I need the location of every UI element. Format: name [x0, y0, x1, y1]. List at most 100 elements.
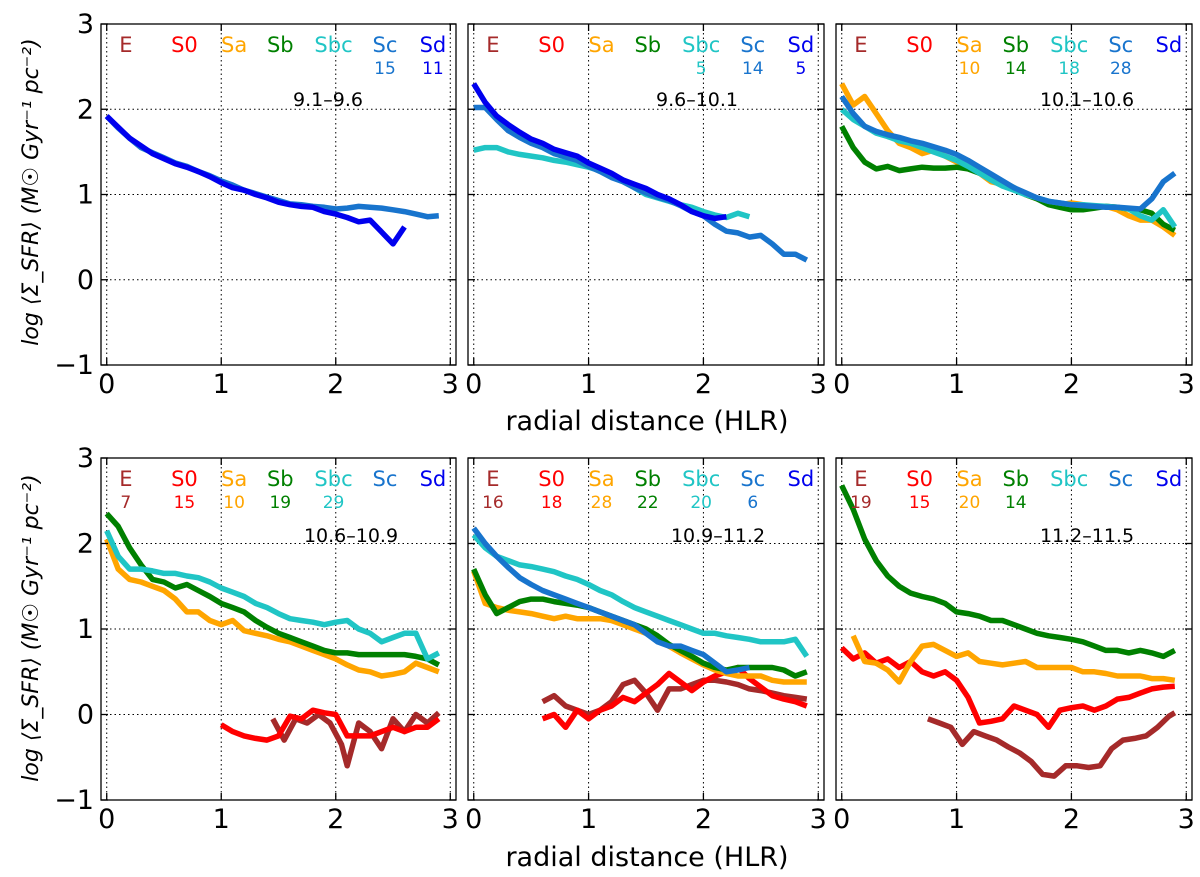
legend-count-sc: 6 [747, 493, 758, 513]
legend-label-s0: S0 [171, 467, 198, 491]
series-line-sb [104, 511, 441, 668]
series-line-sbc [104, 529, 441, 662]
x-tick-label: 1 [580, 369, 597, 400]
mass-range-label: 10.6–10.9 [304, 525, 398, 547]
legend-label-sbc: Sbc [314, 467, 352, 491]
series-line-sb [839, 484, 1177, 660]
legend-count-sd: 5 [795, 59, 806, 79]
y-tick-label: 0 [77, 265, 94, 296]
mass-range-label: 10.1–10.6 [1040, 89, 1134, 111]
legend-label-s0: S0 [906, 33, 933, 57]
legend-count-e: 19 [850, 493, 872, 513]
y-tick-label: 2 [77, 529, 94, 560]
legend-label-sa: Sa [221, 467, 247, 491]
x-tick-label: 1 [948, 804, 965, 835]
y-tick-label: 0 [77, 700, 94, 731]
x-tick-label: 2 [1063, 369, 1080, 400]
legend-label-sb: Sb [634, 33, 661, 57]
legend-label-sa: Sa [588, 467, 614, 491]
legend-label-sbc: Sbc [1050, 467, 1088, 491]
legend-count-sb: 22 [637, 493, 659, 513]
legend-label-s0: S0 [538, 467, 565, 491]
x-tick-label: 0 [465, 804, 482, 835]
mass-range-label: 9.1–9.6 [293, 89, 363, 111]
y-tick-label: 1 [77, 614, 94, 645]
x-tick-label: 0 [833, 369, 850, 400]
legend-count-s0: 15 [909, 493, 931, 513]
x-tick-label: 3 [810, 369, 827, 400]
legend-label-e: E [119, 467, 132, 491]
series-line-sc [471, 526, 750, 675]
x-tick-label: 3 [810, 804, 827, 835]
legend-label-sa: Sa [956, 33, 982, 57]
x-tick-label: 0 [98, 369, 115, 400]
y-tick-label: −1 [54, 785, 94, 816]
legend-label-sd: Sd [420, 33, 447, 57]
y-tick-label: 2 [77, 94, 94, 125]
series-line-sc [473, 104, 809, 263]
legend-count-sbc: 20 [690, 493, 712, 513]
legend-label-sc: Sc [373, 467, 398, 491]
legend-label-sc: Sc [1108, 467, 1133, 491]
legend-label-sb: Sb [1002, 467, 1029, 491]
x-tick-label: 1 [213, 804, 230, 835]
legend-label-sa: Sa [588, 33, 614, 57]
legend-label-sd: Sd [788, 33, 815, 57]
series-line-sd [104, 114, 407, 247]
legend-label-sbc: Sbc [1050, 33, 1088, 57]
series-line-sbc [471, 533, 810, 658]
mass-range-label: 10.9–11.2 [671, 525, 765, 547]
mass-range-label: 11.2–11.5 [1040, 525, 1134, 547]
legend-label-s0: S0 [171, 33, 198, 57]
x-tick-label: 0 [98, 804, 115, 835]
y-axis-label-top: log ⟨Σ_SFR⟩ (M☉ Gyr⁻¹ pc⁻²) [19, 38, 44, 345]
legend-count-sbc: 29 [323, 493, 345, 513]
legend-count-sc: 15 [374, 59, 396, 79]
legend-label-sbc: Sbc [682, 33, 720, 57]
legend-count-sc: 28 [1110, 59, 1132, 79]
legend-label-e: E [854, 467, 867, 491]
legend-count-sd: 11 [422, 59, 444, 79]
legend-label-sd: Sd [1156, 467, 1183, 491]
legend-count-s0: 15 [174, 493, 196, 513]
series-line-sd [471, 82, 727, 222]
legend-label-sc: Sc [740, 467, 765, 491]
legend-label-e: E [486, 33, 499, 57]
series-line-sa [850, 634, 1176, 685]
x-tick-label: 3 [1178, 804, 1195, 835]
legend-label-sb: Sb [267, 467, 294, 491]
legend-label-sa: Sa [221, 33, 247, 57]
legend-count-sbc: 5 [696, 59, 707, 79]
legend-label-sc: Sc [1108, 33, 1133, 57]
series-line-e [541, 677, 808, 718]
mass-range-label: 9.6–10.1 [656, 89, 738, 111]
x-tick-label: 0 [465, 369, 482, 400]
legend-label-s0: S0 [538, 33, 565, 57]
x-tick-label: 1 [580, 804, 597, 835]
legend-count-sbc: 18 [1058, 59, 1080, 79]
legend-label-sd: Sd [788, 467, 815, 491]
legend-label-sbc: Sbc [314, 33, 352, 57]
series-line-s0 [541, 664, 808, 731]
x-axis-label-top: radial distance (HLR) [505, 406, 788, 437]
x-tick-label: 3 [442, 804, 459, 835]
x-tick-label: 2 [327, 804, 344, 835]
legend-count-sa: 10 [959, 59, 981, 79]
legend-label-sd: Sd [1156, 33, 1183, 57]
legend-label-sb: Sb [634, 467, 661, 491]
x-tick-label: 2 [327, 369, 344, 400]
legend-count-sb: 14 [1005, 493, 1027, 513]
x-tick-label: 3 [1178, 369, 1195, 400]
series-line-s0 [219, 707, 441, 743]
y-tick-label: −1 [54, 350, 94, 381]
series-line-sa [104, 538, 440, 679]
x-tick-label: 2 [695, 804, 712, 835]
legend-count-e: 7 [120, 493, 131, 513]
legend-label-sd: Sd [420, 467, 447, 491]
legend-label-sb: Sb [267, 33, 294, 57]
